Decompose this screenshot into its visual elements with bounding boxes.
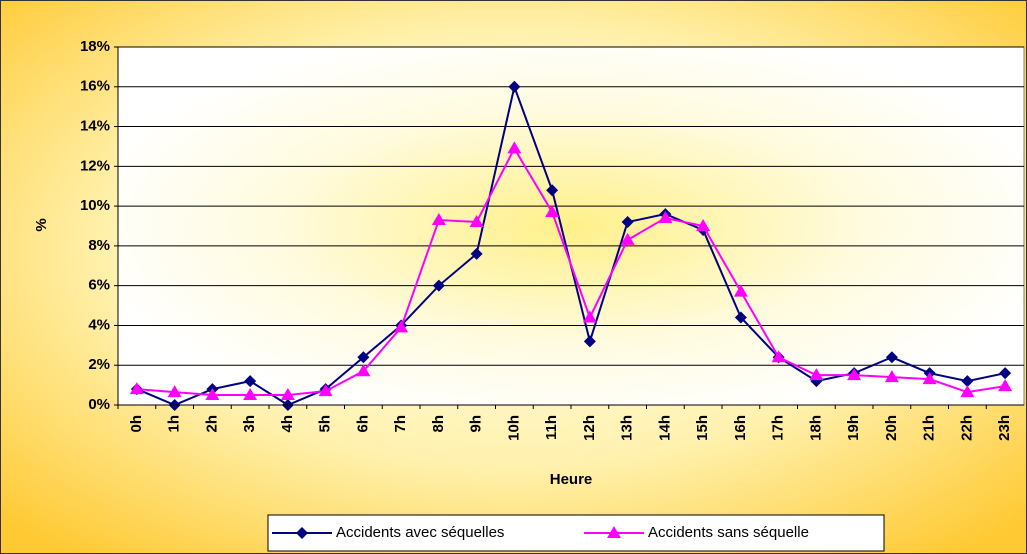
x-tick-label: 14h [656,415,673,441]
data-point [696,219,711,231]
data-point [431,213,446,226]
data-point [620,232,635,245]
x-tick-label: 11h [543,415,560,440]
x-tick-label: 16h [732,415,749,441]
data-point [129,382,144,395]
x-tick-label: 19h [845,415,862,441]
data-point [922,372,937,385]
data-point [469,215,484,228]
y-tick-label: 0% [88,396,110,413]
data-point [356,364,371,377]
x-tick-label: 18h [807,415,824,441]
data-point [508,80,521,93]
legend-label: Accidents avec séquelles [336,524,504,541]
data-point [621,216,634,229]
data-point [885,351,898,364]
y-tick-label: 16% [80,78,110,95]
x-tick-label: 2h [203,415,220,433]
series-line [136,146,1006,397]
data-point [318,384,333,397]
x-tick-label: 5h [317,415,334,433]
y-tick-label: 2% [88,356,110,373]
y-tick-label: 6% [88,277,110,294]
x-tick-label: 10h [505,415,522,441]
data-point [734,311,747,324]
x-tick-label: 21h [921,415,938,441]
data-point [733,284,748,297]
y-tick-label: 4% [88,316,110,333]
y-tick-label: 8% [88,237,110,254]
y-tick-label: 12% [80,157,110,174]
y-tick-label: 14% [80,118,110,135]
x-tick-label: 1h [166,415,183,433]
data-point [545,205,560,218]
data-point [583,335,596,348]
data-point [998,379,1013,392]
data-point [999,367,1012,380]
x-tick-label: 3h [241,415,258,433]
x-tick-label: 17h [770,415,787,441]
data-point [394,320,409,333]
x-tick-label: 15h [694,415,711,441]
x-tick-label: 13h [619,415,636,441]
data-point [771,350,786,363]
x-tick-label: 22h [958,415,975,441]
y-tick-label: 10% [80,197,110,214]
x-tick-label: 20h [883,415,900,441]
data-point [582,310,597,323]
x-tick-label: 7h [392,415,409,433]
data-point [960,385,975,398]
data-point [507,141,522,154]
data-point [546,184,559,197]
x-tick-label: 12h [581,415,598,441]
data-point [244,375,257,388]
legend-label: Accidents sans séquelle [648,524,809,541]
data-point [280,388,295,401]
legend-marker [296,527,308,539]
x-axis-title: Heure [550,471,593,488]
plot-area [117,46,1025,406]
y-axis-title: % [33,218,50,231]
x-tick-label: 8h [430,415,447,433]
data-point [809,368,824,381]
data-point [658,211,673,224]
data-point [884,370,899,383]
x-tick-label: 6h [354,415,371,433]
data-point [357,351,370,364]
data-point [961,375,974,388]
y-tick-label: 18% [80,38,110,55]
data-point [470,247,483,260]
data-point [243,388,258,401]
legend-marker [607,526,621,538]
x-tick-label: 0h [128,415,145,433]
x-tick-label: 23h [996,415,1013,441]
x-tick-label: 4h [279,415,296,433]
x-tick-label: 9h [468,415,485,433]
data-point [847,368,862,381]
data-point [167,385,182,398]
data-point [205,388,220,401]
data-point [432,279,445,292]
legend [267,514,885,552]
